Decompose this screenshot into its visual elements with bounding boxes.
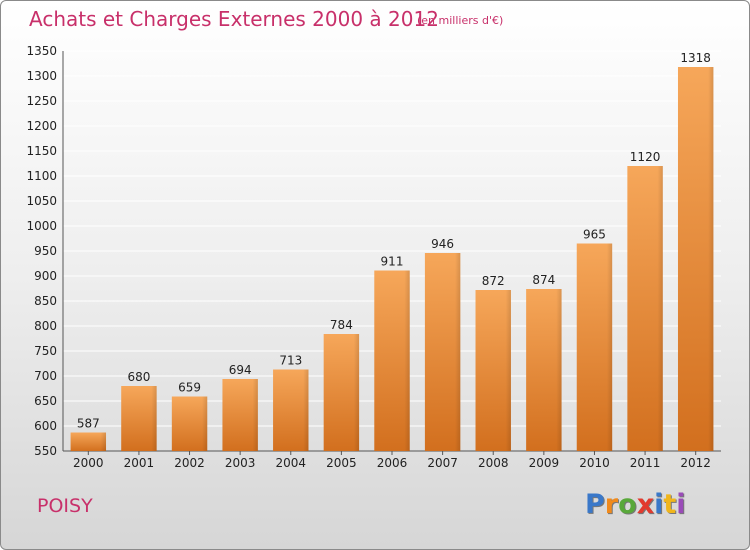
x-tick-label: 2000 <box>73 456 104 470</box>
bar-shade <box>677 67 714 451</box>
logo-letter: i <box>676 489 686 520</box>
bar-shade <box>475 290 511 451</box>
data-label: 659 <box>178 381 201 395</box>
y-tick-label: 1250 <box>26 94 57 108</box>
data-label: 946 <box>431 237 454 251</box>
x-tick-label: 2004 <box>275 456 306 470</box>
data-label: 784 <box>330 318 353 332</box>
x-tick-label: 2007 <box>427 456 458 470</box>
logo-letter: o <box>618 489 637 520</box>
bar-shade <box>70 432 107 451</box>
y-tick-label: 1350 <box>26 44 57 58</box>
y-tick-label: 800 <box>34 319 57 333</box>
x-tick-label: 2010 <box>579 456 610 470</box>
y-tick-label: 1150 <box>26 144 57 158</box>
y-tick-label: 850 <box>34 294 57 308</box>
bar-shade <box>627 166 663 451</box>
x-tick-label: 2006 <box>377 456 408 470</box>
bar-shade <box>121 386 157 451</box>
x-tick-label: 2003 <box>225 456 256 470</box>
x-tick-label: 2008 <box>478 456 509 470</box>
x-tick-labels: 2000 2001 2002 2003 2004 2005 2006 2007 2008 2009… <box>73 456 711 470</box>
data-labels: 587 680 659 694 713 784 911 946 872 874 965 1120 131… <box>77 51 711 431</box>
x-tick-label: 2005 <box>326 456 357 470</box>
y-tick-label: 1300 <box>26 69 57 83</box>
bar-shade <box>526 289 562 451</box>
y-tick-label: 750 <box>34 344 57 358</box>
x-tick-label: 2011 <box>630 456 661 470</box>
data-label: 872 <box>482 274 505 288</box>
logo-letter: t <box>663 489 677 520</box>
logo-letter: r <box>604 489 619 520</box>
y-tick-label: 950 <box>34 244 57 258</box>
chart-title: Achats et Charges Externes 2000 à 2012 <box>29 7 439 31</box>
logo-letter: i <box>654 489 664 520</box>
data-label: 680 <box>127 370 150 384</box>
y-tick-label: 650 <box>34 394 57 408</box>
y-tick-label: 900 <box>34 269 57 283</box>
data-label: 694 <box>229 363 252 377</box>
bar-shade <box>374 270 410 451</box>
logo-letter: P <box>585 489 605 520</box>
bar-shade <box>576 243 613 451</box>
bar-shade <box>323 334 360 451</box>
location-label: POISY <box>37 495 93 517</box>
y-tick-labels: 550 600 650 700 750 800 850 900 950 1000 1050 1100 1… <box>26 44 57 458</box>
y-tick-label: 700 <box>34 369 57 383</box>
bar-shade <box>171 396 208 451</box>
y-tick-label: 1100 <box>26 169 57 183</box>
x-tick-label: 2009 <box>529 456 560 470</box>
x-tick-label: 2001 <box>124 456 155 470</box>
bar-shade <box>273 369 309 451</box>
y-tick-label: 1050 <box>26 194 57 208</box>
data-label: 1318 <box>680 51 711 65</box>
x-tick-label: 2012 <box>680 456 711 470</box>
y-tick-label: 600 <box>34 419 57 433</box>
data-label: 587 <box>77 417 100 431</box>
data-label: 713 <box>279 354 302 368</box>
bars <box>70 67 714 451</box>
x-tick-label: 2002 <box>174 456 205 470</box>
logo-letter: x <box>636 489 655 520</box>
bar-shade <box>424 253 461 451</box>
proxiti-logo: Proxiti <box>585 489 686 520</box>
data-label: 911 <box>381 255 404 269</box>
data-label: 874 <box>532 273 555 287</box>
bar-shade <box>222 379 258 451</box>
data-label: 1120 <box>630 150 661 164</box>
y-tick-label: 1000 <box>26 219 57 233</box>
y-tick-label: 1200 <box>26 119 57 133</box>
chart-subtitle: (en milliers d'€) <box>417 14 504 27</box>
data-label: 965 <box>583 228 606 242</box>
y-tick-label: 550 <box>34 444 57 458</box>
